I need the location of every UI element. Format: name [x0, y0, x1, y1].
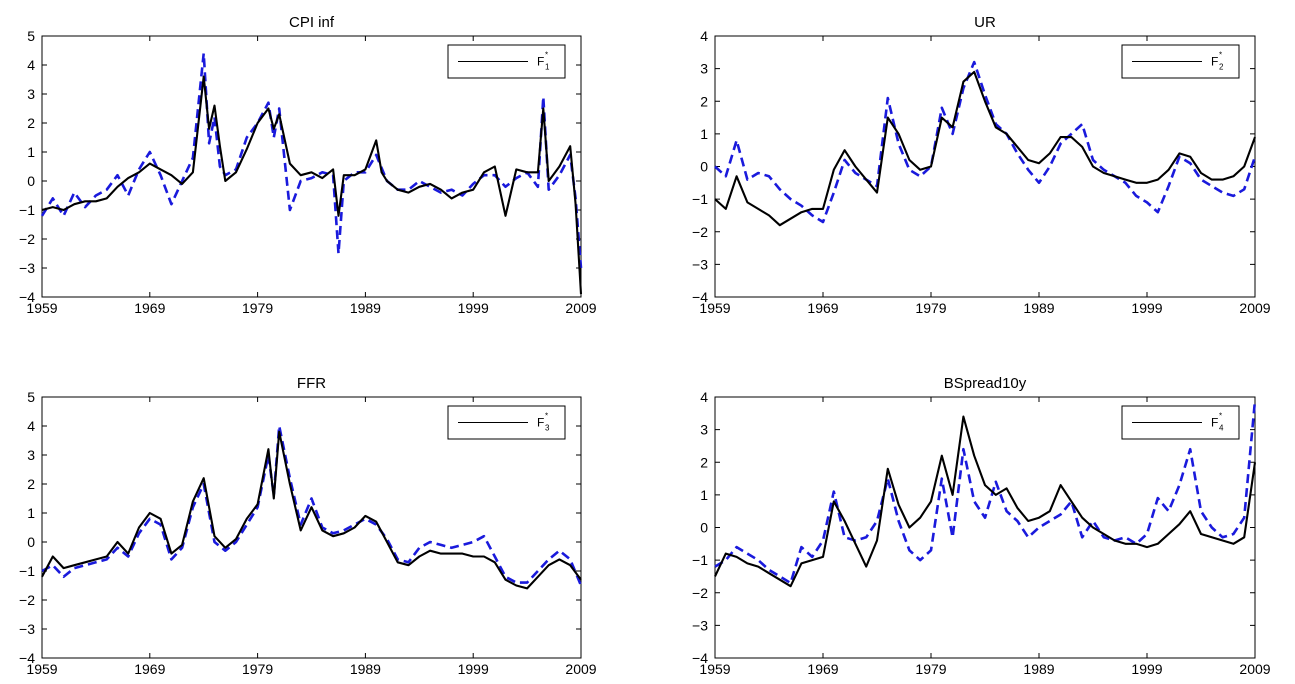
x-tick-label: 1979 — [915, 661, 946, 677]
x-tick-label: 2009 — [565, 661, 596, 677]
x-tick-label: 1969 — [807, 661, 838, 677]
y-tick-label: −1 — [19, 563, 35, 579]
x-tick-label: 1999 — [1131, 661, 1162, 677]
y-tick-label: 4 — [700, 389, 708, 405]
x-tick-label: 1989 — [1023, 661, 1054, 677]
legend-label: F — [1211, 416, 1218, 430]
x-tick-label: 1959 — [699, 300, 730, 316]
axes-box — [41, 35, 582, 298]
y-tick-label: −4 — [19, 650, 35, 666]
y-tick-label: 3 — [27, 447, 35, 463]
panel-title: CPI inf — [289, 14, 335, 31]
y-tick-label: 4 — [700, 28, 708, 44]
y-tick-label: −3 — [692, 256, 708, 272]
y-tick-label: 4 — [27, 418, 35, 434]
legend: F * 1 — [447, 44, 566, 79]
y-tick-label: 2 — [700, 93, 708, 109]
y-tick-label: 0 — [27, 534, 35, 550]
y-tick-label: −1 — [692, 552, 708, 568]
legend-label-sub: 4 — [1219, 424, 1224, 433]
x-tick-label: 1979 — [915, 300, 946, 316]
y-tick-label: −3 — [692, 617, 708, 633]
legend-label-sup: * — [545, 412, 548, 421]
y-tick-label: −1 — [19, 202, 35, 218]
y-tick-label: 5 — [27, 389, 35, 405]
legend-label-sub: 3 — [545, 424, 550, 433]
legend-label-sup: * — [1219, 51, 1222, 60]
y-tick-label: −2 — [692, 585, 708, 601]
series-line-dashed — [714, 60, 1257, 224]
legend: F * 3 — [447, 405, 566, 440]
legend-label-sub: 2 — [1219, 63, 1224, 72]
y-tick-label: −2 — [19, 231, 35, 247]
legend-label: F — [1211, 55, 1218, 69]
y-tick-label: −1 — [692, 191, 708, 207]
y-tick-label: −2 — [19, 592, 35, 608]
x-tick-label: 1989 — [350, 300, 381, 316]
y-tick-label: 3 — [700, 61, 708, 77]
y-tick-label: 1 — [700, 487, 708, 503]
x-tick-label: 2009 — [565, 300, 596, 316]
y-tick-label: 1 — [27, 505, 35, 521]
series-line-dashed — [714, 400, 1257, 585]
x-tick-label: 1999 — [1131, 300, 1162, 316]
x-tick-label: 1969 — [134, 300, 165, 316]
panel-1: CPI inf −4 −3 −2 −1 0 1 2 3 4 5 1959 1969 1979 1989 199… — [19, 14, 597, 316]
y-tick-label: −3 — [19, 621, 35, 637]
panel-title: FFR — [297, 375, 326, 392]
series-line-solid — [714, 415, 1257, 588]
series-line-dashed — [41, 424, 583, 586]
legend-label: F — [537, 416, 544, 430]
y-tick-label: 0 — [700, 159, 708, 175]
x-tick-label: 1999 — [458, 661, 489, 677]
panel-4: BSpread10y −4 −3 −2 −1 0 1 2 3 4 1959 1969 1979 1989 1… — [692, 375, 1271, 677]
y-tick-label: 1 — [700, 126, 708, 142]
series-line-solid — [41, 430, 582, 590]
x-tick-label: 1959 — [26, 661, 57, 677]
panel-2: UR −4 −3 −2 −1 0 1 2 3 4 1959 1969 1979 1989 1999 2009 F… — [692, 14, 1271, 316]
legend-label: F — [537, 55, 544, 69]
legend-label-sub: 1 — [545, 63, 550, 72]
y-tick-label: 5 — [27, 28, 35, 44]
x-tick-label: 1969 — [134, 661, 165, 677]
x-tick-label: 1989 — [350, 661, 381, 677]
y-tick-label: −4 — [692, 289, 708, 305]
y-tick-label: 2 — [700, 454, 708, 470]
x-tick-label: 1979 — [242, 300, 273, 316]
y-tick-label: −4 — [19, 289, 35, 305]
legend: F * 2 — [1121, 44, 1240, 79]
panel-title: BSpread10y — [944, 375, 1027, 392]
y-tick-label: 0 — [27, 173, 35, 189]
x-tick-label: 1969 — [807, 300, 838, 316]
panel-3: FFR −4 −3 −2 −1 0 1 2 3 4 5 1959 1969 1979 1989 1999 200… — [19, 375, 597, 677]
legend-label-sup: * — [545, 51, 548, 60]
x-tick-label: 1989 — [1023, 300, 1054, 316]
y-tick-label: −3 — [19, 260, 35, 276]
x-tick-label: 1979 — [242, 661, 273, 677]
panel-title: UR — [974, 14, 996, 31]
x-tick-label: 2009 — [1239, 661, 1270, 677]
y-tick-label: 1 — [27, 144, 35, 160]
y-tick-label: 3 — [27, 86, 35, 102]
x-tick-label: 2009 — [1239, 300, 1270, 316]
axes-box — [41, 396, 582, 659]
x-tick-label: 1999 — [458, 300, 489, 316]
legend: F * 4 — [1121, 405, 1240, 440]
series-line-dashed — [40, 52, 583, 269]
y-tick-label: 2 — [27, 115, 35, 131]
y-tick-label: 0 — [700, 520, 708, 536]
y-tick-label: 3 — [700, 422, 708, 438]
y-tick-label: −4 — [692, 650, 708, 666]
y-tick-label: −2 — [692, 224, 708, 240]
y-tick-label: 4 — [27, 57, 35, 73]
series-line-solid — [714, 70, 1256, 227]
legend-label-sup: * — [1219, 412, 1222, 421]
x-tick-label: 1959 — [699, 661, 730, 677]
y-tick-label: 2 — [27, 476, 35, 492]
series-line-solid — [41, 75, 583, 295]
x-tick-label: 1959 — [26, 300, 57, 316]
